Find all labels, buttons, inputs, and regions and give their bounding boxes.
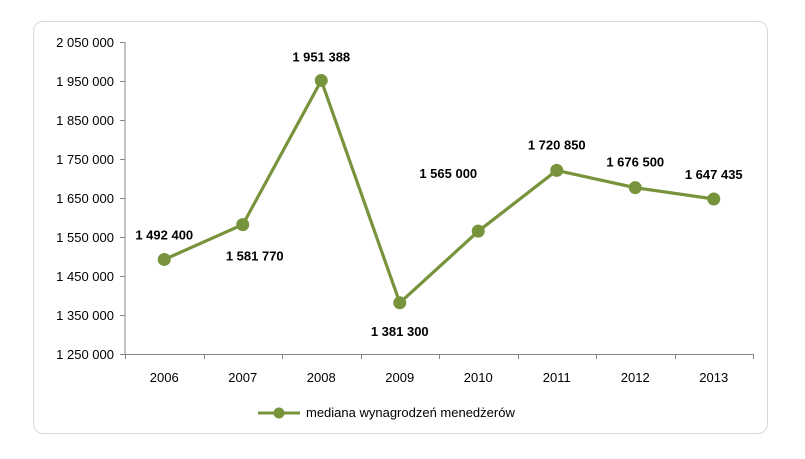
x-tick-label: 2011 xyxy=(543,370,571,385)
data-point-2007 xyxy=(236,218,250,232)
y-tick-label: 1 250 000 xyxy=(56,347,114,362)
data-label-2010: 1 565 000 xyxy=(419,166,477,181)
x-tick-label: 2012 xyxy=(621,370,650,385)
x-axis: 2006 2007 2008 2009 2010 2011 2012 2013 xyxy=(125,354,754,385)
y-tick-label: 1 550 000 xyxy=(56,230,114,245)
data-label-2007: 1 581 770 xyxy=(226,249,284,264)
y-tick-label: 1 650 000 xyxy=(56,191,114,206)
data-label-2012: 1 676 500 xyxy=(606,155,664,170)
y-tick-label: 1 350 000 xyxy=(56,308,114,323)
y-tick-label: 1 450 000 xyxy=(56,269,114,284)
data-label-2011: 1 720 850 xyxy=(528,137,586,152)
data-point-2011 xyxy=(550,163,564,177)
y-axis: 1 250 000 1 350 000 1 450 000 1 550 000 1 65… xyxy=(56,35,126,362)
data-labels: 1 492 400 1 581 770 1 951 388 1 381 300 1 56… xyxy=(135,49,742,338)
data-label-2013: 1 647 435 xyxy=(685,167,743,182)
data-point-2013 xyxy=(707,192,721,206)
x-tick-label: 2009 xyxy=(385,370,414,385)
data-label-2006: 1 492 400 xyxy=(135,227,193,242)
x-tick-label: 2007 xyxy=(228,370,257,385)
series-line xyxy=(163,78,715,305)
legend-entry-label: mediana wynagrodzeń menedżerów xyxy=(306,405,515,420)
y-tick-label: 2 050 000 xyxy=(56,35,114,50)
y-tick-label: 1 950 000 xyxy=(56,74,114,89)
x-tick-label: 2008 xyxy=(307,370,336,385)
y-tick-label: 1 750 000 xyxy=(56,152,114,167)
data-point-2009 xyxy=(393,296,407,310)
x-tick-label: 2013 xyxy=(699,370,728,385)
data-point-2010 xyxy=(471,224,485,238)
data-label-2008: 1 951 388 xyxy=(292,49,350,64)
x-tick-label: 2010 xyxy=(464,370,493,385)
data-point-2006 xyxy=(157,252,171,266)
data-point-2012 xyxy=(628,181,642,195)
data-point-2008 xyxy=(314,73,328,87)
y-tick-label: 1 850 000 xyxy=(56,113,114,128)
x-tick-label: 2006 xyxy=(150,370,179,385)
legend: mediana wynagrodzeń menedżerów xyxy=(258,405,515,420)
data-label-2009: 1 381 300 xyxy=(371,324,429,339)
series-layer xyxy=(157,73,721,310)
legend-point-marker xyxy=(273,407,285,419)
chart-frame xyxy=(33,21,768,434)
